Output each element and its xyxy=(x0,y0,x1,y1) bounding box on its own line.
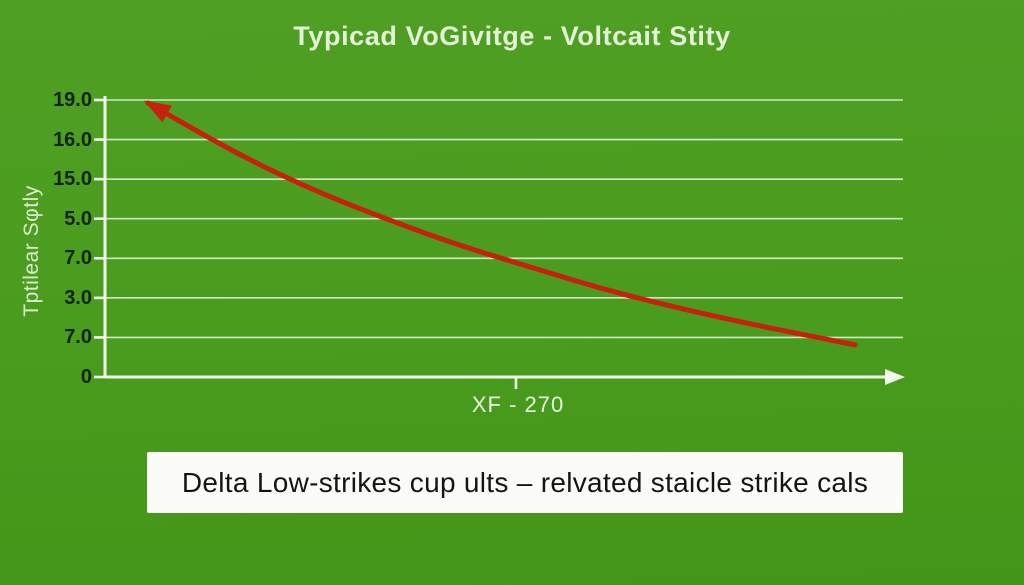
caption-text: Delta Low-strikes cup ults – relvated st… xyxy=(181,466,869,498)
y-tick-label: 0 xyxy=(80,366,92,388)
y-tick-label: 7.0 xyxy=(64,326,92,349)
y-tick-label: 7.0 xyxy=(64,247,92,270)
chart-title: Typicad VoGivitge - Voltcait Stity xyxy=(293,21,731,51)
y-tick-label: 3.0 xyxy=(64,286,92,309)
series-curve xyxy=(145,100,858,348)
y-tick-label: 16.0 xyxy=(53,128,92,151)
caption-box: Delta Low-strikes cup ults – relvated st… xyxy=(147,452,903,513)
y-tick-label: 15.0 xyxy=(53,168,92,191)
y-tick-label: 5.0 xyxy=(64,207,92,230)
curve-arrowhead-icon xyxy=(143,100,172,123)
x-axis-tick-label: XF - 270 xyxy=(471,392,565,417)
y-tick-label: 19.0 xyxy=(53,89,92,111)
x-axis-arrowhead-icon xyxy=(885,369,905,385)
